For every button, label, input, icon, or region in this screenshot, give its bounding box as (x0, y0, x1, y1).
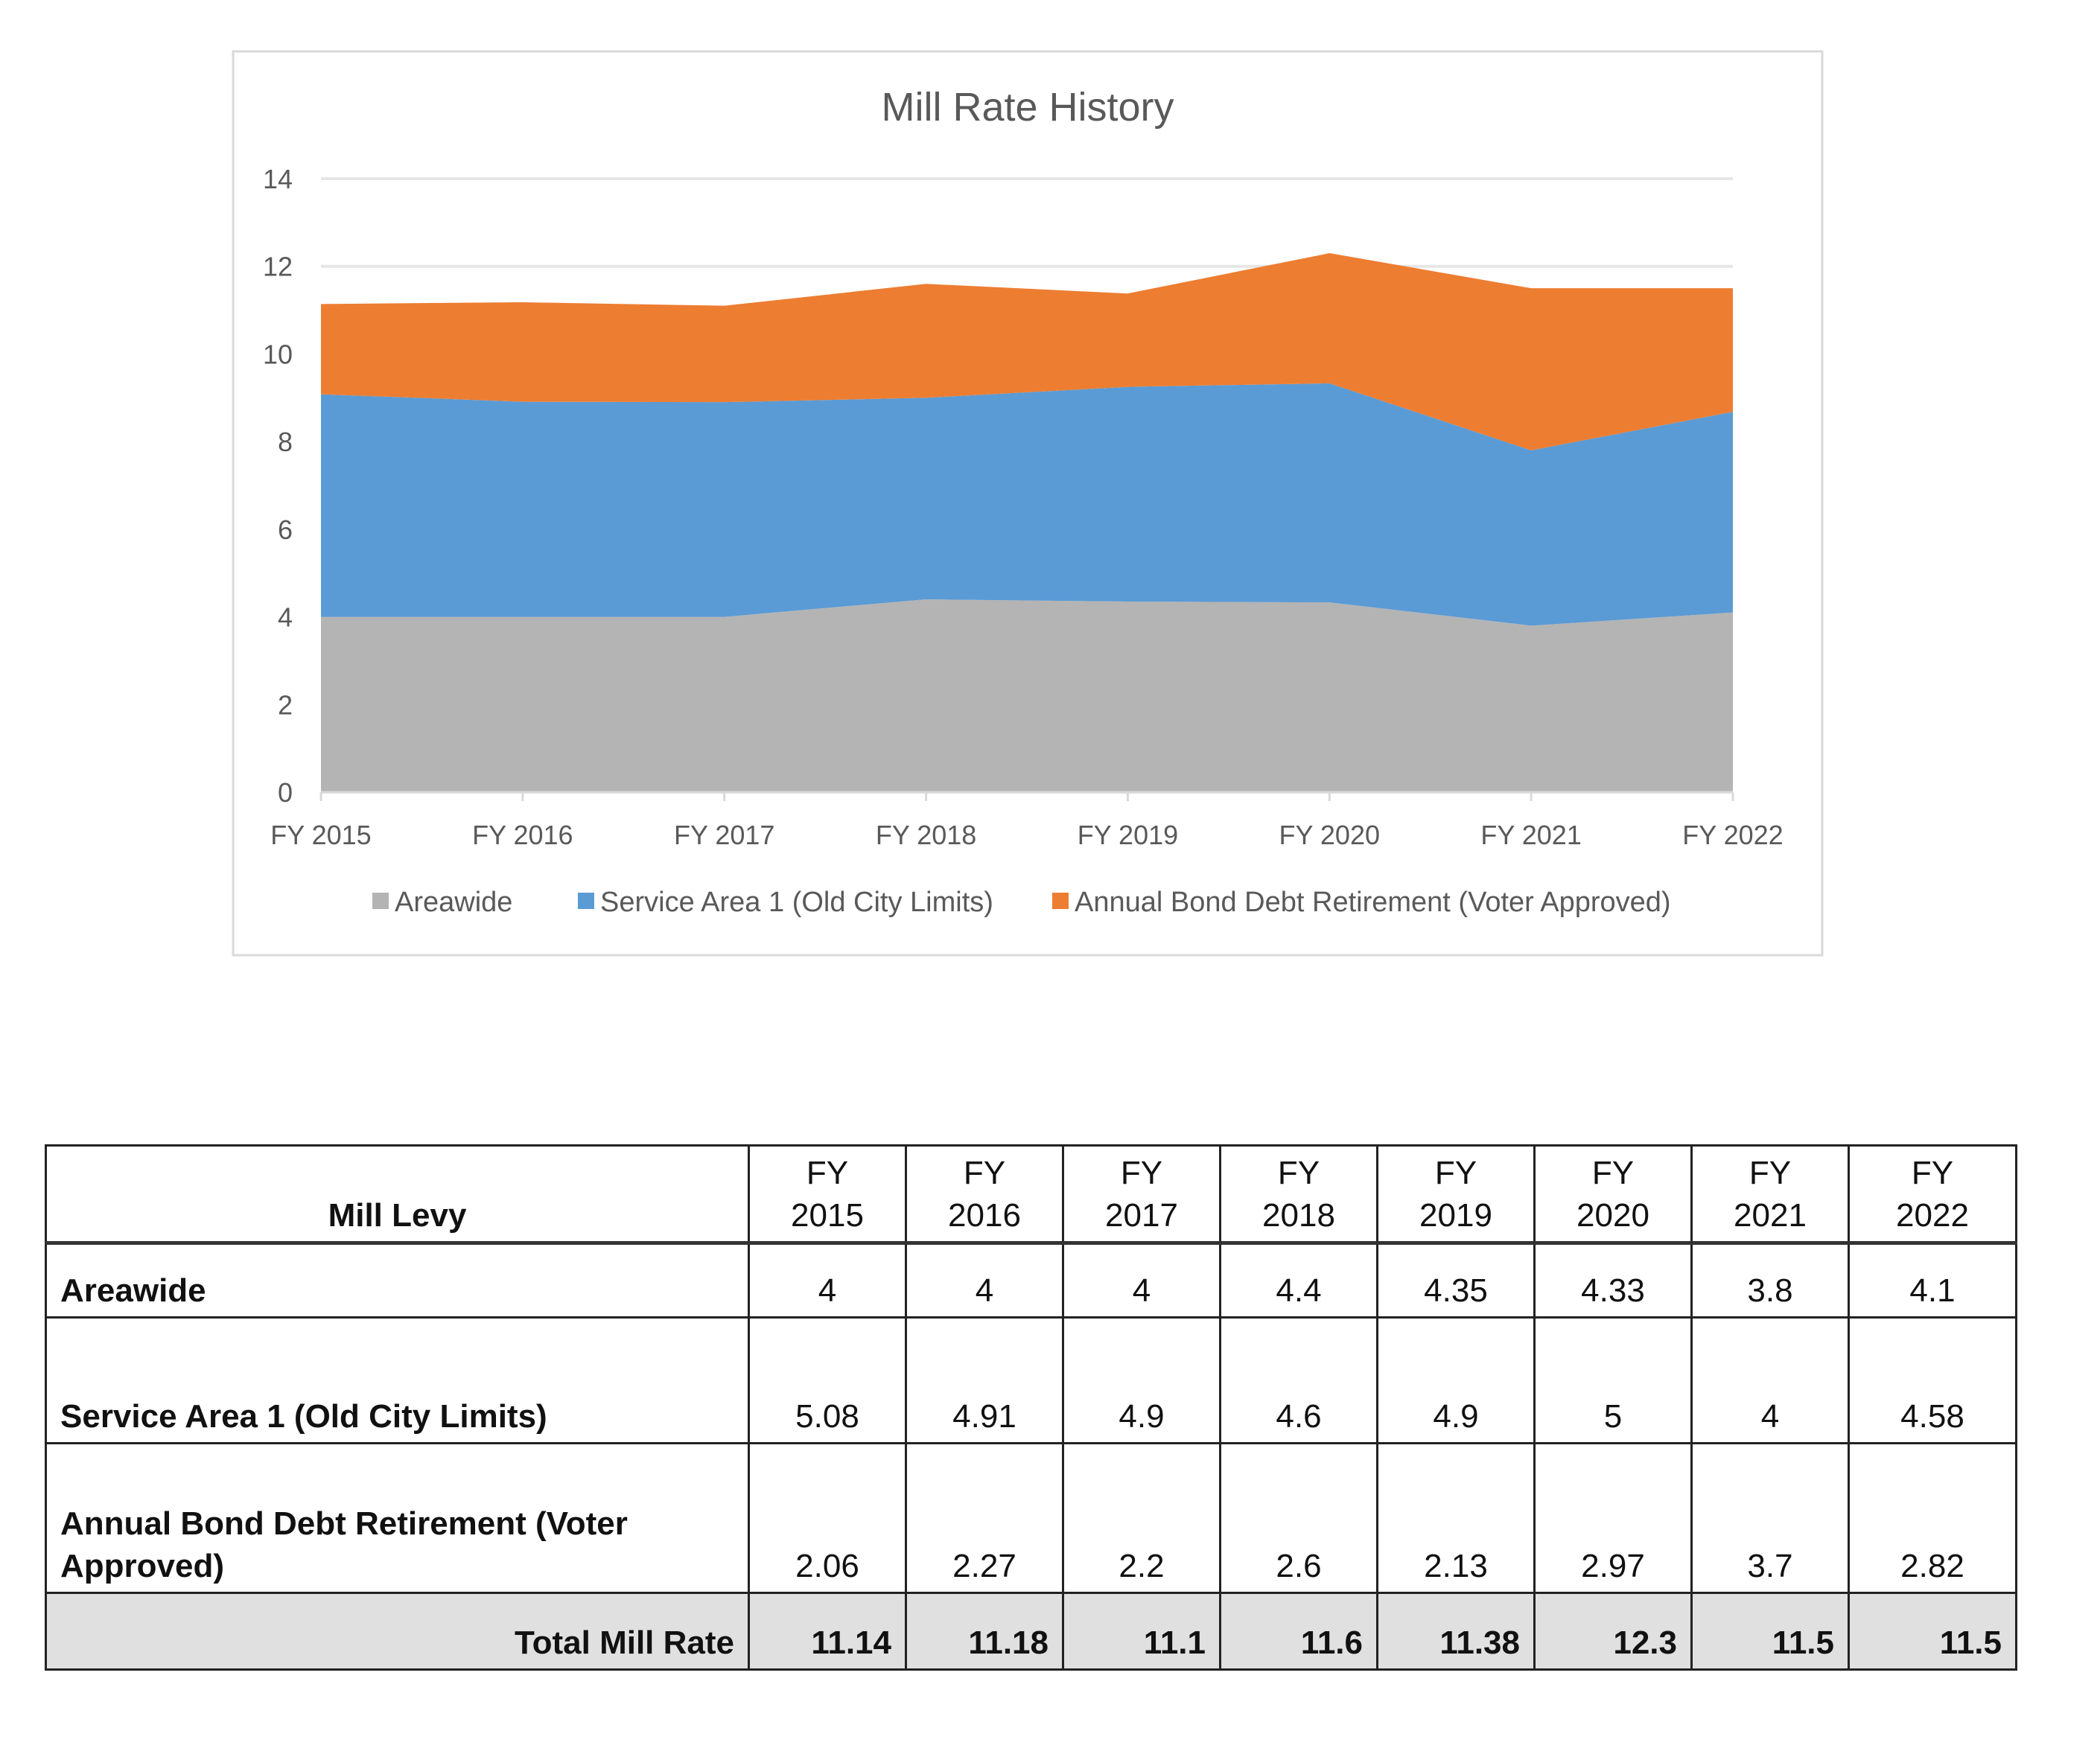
table-cell: 4.9 (1376, 1316, 1536, 1444)
header-year-part: FY (1749, 1154, 1792, 1191)
table-row: Service Area 1 (Old City Limits) 5.08 4.91… (45, 1316, 2017, 1444)
table-cell: 2.13 (1376, 1442, 1536, 1594)
legend-label: Service Area 1 (Old City Limits) (600, 887, 993, 918)
header-year-part: FY (1911, 1154, 1954, 1191)
x-tick-label: FY 2016 (472, 820, 573, 850)
x-tick-label: FY 2022 (1682, 820, 1783, 850)
row-label: Service Area 1 (Old City Limits) (45, 1316, 750, 1444)
table-cell: 2.06 (748, 1442, 907, 1594)
y-tick-label: 2 (278, 689, 293, 720)
x-tick-label: FY 2020 (1279, 820, 1380, 850)
table-row: Areawide 4 4 4 4.4 4.35 4.33 3.8 4.1 (45, 1242, 2017, 1319)
table-cell: 3.7 (1690, 1442, 1850, 1594)
header-year: FY 2018 (1219, 1144, 1378, 1245)
chart-title: Mill Rate History (881, 85, 1174, 130)
table-cell: 11.38 (1376, 1592, 1536, 1671)
table-cell: 11.5 (1690, 1592, 1850, 1671)
area-2 (321, 383, 1733, 626)
header-year-part: 2022 (1896, 1196, 1969, 1234)
table-cell: 11.6 (1219, 1592, 1378, 1671)
table-cell: 11.18 (905, 1592, 1064, 1671)
header-year-part: 2015 (791, 1196, 864, 1234)
header-year-part: 2020 (1576, 1196, 1649, 1234)
y-tick-label: 10 (263, 339, 293, 369)
table-cell: 11.1 (1062, 1592, 1221, 1671)
x-tick-label: FY 2015 (270, 820, 371, 850)
header-year-part: FY (1434, 1154, 1477, 1191)
table-row: Annual Bond Debt Retirement (Voter Appro… (45, 1442, 2017, 1594)
table-cell: 4 (1062, 1242, 1221, 1319)
header-year: FY 2019 (1376, 1144, 1536, 1245)
table-cell: 11.14 (748, 1592, 907, 1671)
row-label: Areawide (45, 1242, 750, 1319)
header-mill-levy: Mill Levy (45, 1144, 750, 1245)
y-tick-label: 6 (278, 514, 293, 545)
table-cell: 4.91 (905, 1316, 1064, 1444)
table-cell: 4.58 (1848, 1316, 2017, 1444)
table-cell: 4.9 (1062, 1316, 1221, 1444)
table-cell: 2.6 (1219, 1442, 1378, 1594)
table-cell: 4.35 (1376, 1242, 1536, 1319)
table-cell: 3.8 (1690, 1242, 1850, 1319)
header-year: FY 2021 (1690, 1144, 1850, 1245)
header-year: FY 2015 (748, 1144, 907, 1245)
table-header-row: Mill Levy FY 2015 FY 2016 FY 2017 FY 2018 FY 2019… (45, 1144, 2017, 1245)
y-tick-label: 4 (278, 602, 293, 633)
table-cell: 4.4 (1219, 1242, 1378, 1319)
mill-rate-chart: Mill Rate History 0 2 4 6 8 10 12 14 FY 2015 FY 2… (232, 50, 1824, 957)
legend-label: Areawide (395, 887, 512, 918)
header-year-part: FY (806, 1154, 849, 1191)
row-label: Total Mill Rate (45, 1592, 750, 1671)
table-cell: 2.82 (1848, 1442, 2017, 1594)
y-tick-label: 8 (278, 427, 293, 457)
table-cell: 2.2 (1062, 1442, 1221, 1594)
header-year: FY 2022 (1848, 1144, 2017, 1245)
mill-levy-table: Mill Levy FY 2015 FY 2016 FY 2017 FY 2018 FY 2019… (45, 1144, 2017, 1671)
area-1 (321, 599, 1733, 792)
header-year-part: 2016 (948, 1196, 1021, 1234)
table-cell: 4.33 (1533, 1242, 1693, 1319)
header-year-part: 2021 (1734, 1196, 1807, 1234)
header-year-part: FY (963, 1154, 1006, 1191)
legend-swatch (578, 893, 594, 909)
table-cell: 5.08 (748, 1316, 907, 1444)
header-year-part: FY (1120, 1154, 1163, 1191)
x-tick-label: FY 2021 (1480, 820, 1581, 850)
table-cell: 2.27 (905, 1442, 1064, 1594)
table-cell: 11.5 (1848, 1592, 2017, 1671)
header-year: FY 2016 (905, 1144, 1064, 1245)
table-cell: 2.97 (1533, 1442, 1693, 1594)
header-year: FY 2020 (1533, 1144, 1693, 1245)
area-3 (321, 253, 1733, 450)
row-label: Annual Bond Debt Retirement (Voter Appro… (45, 1442, 750, 1594)
table-cell: 4 (905, 1242, 1064, 1319)
x-tick-label: FY 2017 (674, 820, 774, 850)
table-cell: 12.3 (1533, 1592, 1693, 1671)
table-cell: 5 (1533, 1316, 1693, 1444)
y-tick-label: 12 (263, 252, 293, 282)
table-cell: 4 (1690, 1316, 1850, 1444)
legend-swatch (1052, 893, 1069, 909)
legend-label: Annual Bond Debt Retirement (Voter Appro… (1075, 887, 1671, 918)
header-year-part: FY (1277, 1154, 1320, 1191)
header-year-part: 2017 (1105, 1196, 1178, 1234)
table-cell: 4.1 (1848, 1242, 2017, 1319)
y-tick-label: 14 (263, 164, 293, 194)
table-cell: 4 (748, 1242, 907, 1319)
legend-swatch (372, 893, 389, 909)
y-tick-label: 0 (278, 777, 293, 808)
table-cell: 4.6 (1219, 1316, 1378, 1444)
x-tick-label: FY 2018 (876, 820, 976, 850)
header-year-part: FY (1591, 1154, 1635, 1191)
header-year-part: 2018 (1262, 1196, 1335, 1234)
header-year-part: 2019 (1419, 1196, 1492, 1234)
table-row: Total Mill Rate 11.14 11.18 11.1 11.6 11.38 12… (45, 1592, 2017, 1671)
x-tick-label: FY 2019 (1078, 820, 1178, 850)
header-year: FY 2017 (1062, 1144, 1221, 1245)
